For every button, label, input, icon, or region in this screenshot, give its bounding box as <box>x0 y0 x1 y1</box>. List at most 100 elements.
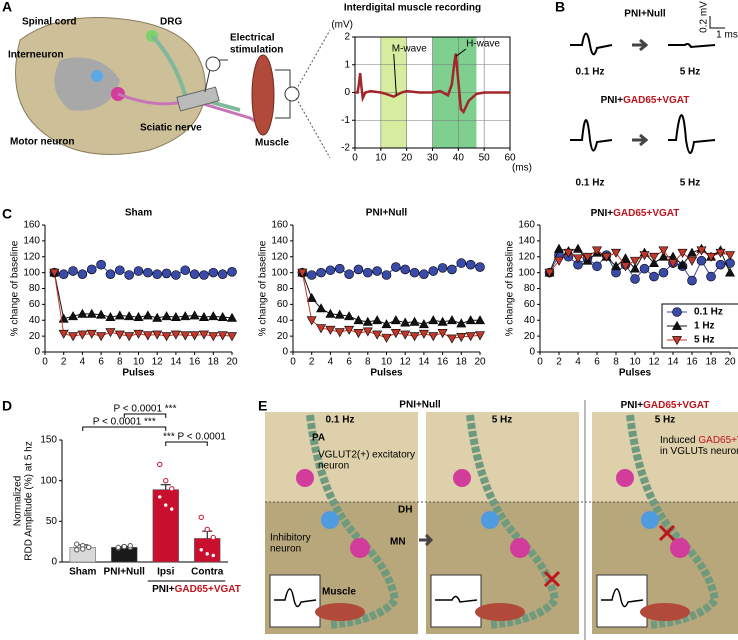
marker <box>706 271 716 282</box>
label: (ms) <box>512 163 532 174</box>
label: % change of baseline <box>10 240 21 336</box>
marker <box>96 259 106 270</box>
marker <box>189 269 200 280</box>
marker <box>456 258 467 268</box>
marker <box>316 324 327 334</box>
marker <box>437 329 448 339</box>
label: PNI+Null <box>624 9 666 20</box>
marker <box>648 252 660 262</box>
marker <box>686 247 698 257</box>
marker <box>152 269 162 280</box>
label-part: PNI+ <box>601 95 624 106</box>
point <box>86 544 92 551</box>
label: 140 <box>518 236 535 247</box>
marker <box>86 308 97 318</box>
marker <box>677 248 688 258</box>
label: PNI+Null <box>366 208 408 219</box>
label: Inhibitory <box>270 533 311 544</box>
label: 0 <box>42 357 48 368</box>
label-part: GAD65+VGAT <box>613 208 679 219</box>
label: 20 <box>524 331 536 342</box>
marker <box>180 311 191 321</box>
marker <box>133 266 144 276</box>
label: 8 <box>117 357 123 368</box>
marker <box>161 311 172 321</box>
label: Interdigital muscle recording <box>344 3 481 14</box>
label: 10 <box>629 357 641 368</box>
label: 6 <box>594 357 600 368</box>
label: 60 <box>277 299 289 310</box>
e-schematic <box>265 400 738 640</box>
label: 20 <box>724 357 736 368</box>
label: 14 <box>418 357 430 368</box>
label: 0.1 Hz <box>326 415 355 426</box>
label: 0 <box>34 347 40 358</box>
label: Muscle <box>322 587 356 598</box>
marker <box>419 269 429 280</box>
marker <box>124 311 135 321</box>
label: 16 <box>189 357 201 368</box>
label: Sciatic nerve <box>140 123 202 134</box>
marker <box>344 269 354 280</box>
interneuron-cell <box>91 70 103 82</box>
label-part: PNI+ <box>152 584 175 595</box>
marker <box>198 330 209 340</box>
marker <box>400 330 411 340</box>
label: 5 Hz <box>680 67 701 78</box>
label: 20 <box>277 331 289 342</box>
label: 20 <box>29 331 41 342</box>
marker <box>68 311 79 321</box>
point <box>74 547 80 553</box>
marker <box>152 312 163 322</box>
marker <box>316 267 326 278</box>
marker <box>68 266 78 276</box>
point <box>204 551 210 557</box>
marker <box>630 274 640 284</box>
marker <box>189 310 200 320</box>
label: PNI+GAD65+VGAT <box>152 584 241 595</box>
label: 12 <box>400 357 412 368</box>
bar <box>111 547 138 563</box>
marker <box>372 315 383 325</box>
point <box>121 543 127 550</box>
marker <box>124 270 134 280</box>
bracket <box>165 441 208 446</box>
label: 5 Hz <box>492 415 513 426</box>
marker <box>226 312 238 322</box>
label: 6 <box>346 357 352 368</box>
label: 20 <box>474 357 486 368</box>
marker <box>409 316 420 326</box>
label: 8 <box>365 357 371 368</box>
label: 18 <box>208 357 220 368</box>
marker <box>306 292 317 302</box>
label: 150 <box>40 435 57 446</box>
marker <box>362 267 373 278</box>
label: Pulses <box>122 368 155 379</box>
label-part: GAD65+VGAT <box>643 400 709 411</box>
marker <box>677 259 688 269</box>
marker <box>58 329 69 339</box>
label: 0.2 mV <box>699 1 710 33</box>
marker <box>591 246 603 256</box>
marker <box>217 331 228 341</box>
label: D <box>2 398 12 414</box>
marker <box>344 325 355 335</box>
marker <box>629 256 641 266</box>
label: neuron <box>270 544 301 555</box>
marker <box>170 311 181 321</box>
marker <box>381 270 392 280</box>
label: 60 <box>504 153 516 164</box>
label-part: GAD65+VGAT <box>175 584 241 595</box>
label: 16 <box>686 357 698 368</box>
marker <box>86 329 97 339</box>
point <box>80 546 86 552</box>
marker <box>715 259 726 270</box>
marker <box>170 330 181 340</box>
label: PNI+GAD65+VGAT <box>591 208 680 219</box>
label: Pulses <box>619 368 652 379</box>
marker <box>133 329 144 339</box>
label: Electrical <box>230 33 275 44</box>
label: 4 <box>575 357 581 368</box>
marker <box>114 330 125 340</box>
label-part: PNI+ <box>591 208 614 219</box>
